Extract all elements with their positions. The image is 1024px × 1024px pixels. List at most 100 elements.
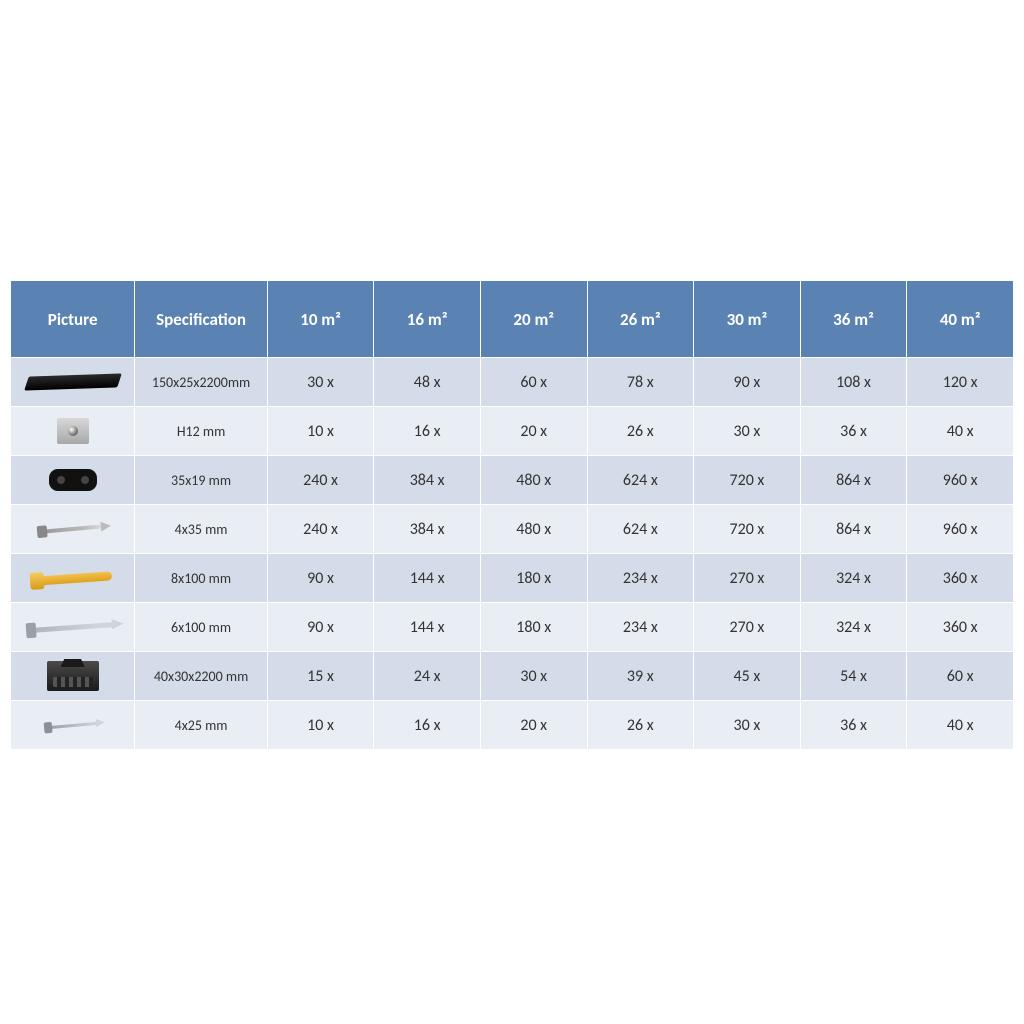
- value-cell: 234 x: [587, 554, 694, 603]
- table-row: 35x19 mm240 x384 x480 x624 x720 x864 x96…: [11, 456, 1014, 505]
- value-cell: 45 x: [694, 652, 801, 701]
- spec-cell: 35x19 mm: [135, 456, 267, 505]
- value-cell: 864 x: [800, 505, 907, 554]
- col-36m2: 36 m²: [800, 281, 907, 358]
- table-row: 40x30x2200 mm15 x24 x30 x39 x45 x54 x60 …: [11, 652, 1014, 701]
- value-cell: 48 x: [374, 358, 481, 407]
- table-row: 150x25x2200mm30 x48 x60 x78 x90 x108 x12…: [11, 358, 1014, 407]
- picture-cell: [11, 358, 135, 407]
- spec-table: Picture Specification 10 m² 16 m² 20 m² …: [10, 280, 1014, 750]
- col-16m2: 16 m²: [374, 281, 481, 358]
- picture-cell: [11, 701, 135, 750]
- value-cell: 234 x: [587, 603, 694, 652]
- value-cell: 240 x: [267, 505, 374, 554]
- spec-cell: 150x25x2200mm: [135, 358, 267, 407]
- value-cell: 270 x: [694, 603, 801, 652]
- clip-icon: [11, 407, 134, 455]
- value-cell: 960 x: [907, 505, 1014, 554]
- value-cell: 480 x: [480, 505, 587, 554]
- value-cell: 180 x: [480, 603, 587, 652]
- value-cell: 180 x: [480, 554, 587, 603]
- value-cell: 360 x: [907, 554, 1014, 603]
- spec-cell: 40x30x2200 mm: [135, 652, 267, 701]
- value-cell: 480 x: [480, 456, 587, 505]
- value-cell: 720 x: [694, 505, 801, 554]
- col-spec: Specification: [135, 281, 267, 358]
- value-cell: 16 x: [374, 407, 481, 456]
- value-cell: 270 x: [694, 554, 801, 603]
- plug-icon: [11, 554, 134, 602]
- value-cell: 36 x: [800, 701, 907, 750]
- value-cell: 39 x: [587, 652, 694, 701]
- page-wrap: Picture Specification 10 m² 16 m² 20 m² …: [0, 0, 1024, 1024]
- value-cell: 144 x: [374, 603, 481, 652]
- value-cell: 30 x: [480, 652, 587, 701]
- value-cell: 108 x: [800, 358, 907, 407]
- table-row: 4x25 mm10 x16 x20 x26 x30 x36 x40 x: [11, 701, 1014, 750]
- value-cell: 384 x: [374, 456, 481, 505]
- plank-icon: [11, 358, 134, 406]
- col-40m2: 40 m²: [907, 281, 1014, 358]
- spacer-icon: [11, 456, 134, 504]
- value-cell: 144 x: [374, 554, 481, 603]
- value-cell: 16 x: [374, 701, 481, 750]
- value-cell: 24 x: [374, 652, 481, 701]
- nail-icon: [11, 603, 134, 651]
- value-cell: 26 x: [587, 701, 694, 750]
- value-cell: 90 x: [694, 358, 801, 407]
- value-cell: 624 x: [587, 456, 694, 505]
- spec-cell: H12 mm: [135, 407, 267, 456]
- value-cell: 40 x: [907, 701, 1014, 750]
- col-26m2: 26 m²: [587, 281, 694, 358]
- value-cell: 360 x: [907, 603, 1014, 652]
- value-cell: 60 x: [907, 652, 1014, 701]
- value-cell: 720 x: [694, 456, 801, 505]
- table-body: 150x25x2200mm30 x48 x60 x78 x90 x108 x12…: [11, 358, 1014, 750]
- value-cell: 30 x: [694, 701, 801, 750]
- spec-cell: 4x25 mm: [135, 701, 267, 750]
- spec-cell: 8x100 mm: [135, 554, 267, 603]
- value-cell: 36 x: [800, 407, 907, 456]
- table-row: H12 mm10 x16 x20 x26 x30 x36 x40 x: [11, 407, 1014, 456]
- picture-cell: [11, 505, 135, 554]
- screw-short-icon: [11, 505, 134, 553]
- col-10m2: 10 m²: [267, 281, 374, 358]
- value-cell: 60 x: [480, 358, 587, 407]
- table-row: 6x100 mm90 x144 x180 x234 x270 x324 x360…: [11, 603, 1014, 652]
- value-cell: 20 x: [480, 701, 587, 750]
- screw-tiny-icon: [11, 701, 134, 749]
- joist-icon: [11, 652, 134, 700]
- value-cell: 10 x: [267, 407, 374, 456]
- value-cell: 30 x: [267, 358, 374, 407]
- value-cell: 960 x: [907, 456, 1014, 505]
- picture-cell: [11, 407, 135, 456]
- value-cell: 30 x: [694, 407, 801, 456]
- picture-cell: [11, 554, 135, 603]
- value-cell: 40 x: [907, 407, 1014, 456]
- col-30m2: 30 m²: [694, 281, 801, 358]
- picture-cell: [11, 652, 135, 701]
- value-cell: 624 x: [587, 505, 694, 554]
- value-cell: 90 x: [267, 603, 374, 652]
- value-cell: 324 x: [800, 603, 907, 652]
- value-cell: 54 x: [800, 652, 907, 701]
- picture-cell: [11, 456, 135, 505]
- value-cell: 90 x: [267, 554, 374, 603]
- value-cell: 864 x: [800, 456, 907, 505]
- spec-cell: 6x100 mm: [135, 603, 267, 652]
- value-cell: 324 x: [800, 554, 907, 603]
- value-cell: 384 x: [374, 505, 481, 554]
- table-row: 8x100 mm90 x144 x180 x234 x270 x324 x360…: [11, 554, 1014, 603]
- value-cell: 15 x: [267, 652, 374, 701]
- spec-cell: 4x35 mm: [135, 505, 267, 554]
- table-row: 4x35 mm240 x384 x480 x624 x720 x864 x960…: [11, 505, 1014, 554]
- col-picture: Picture: [11, 281, 135, 358]
- value-cell: 78 x: [587, 358, 694, 407]
- value-cell: 26 x: [587, 407, 694, 456]
- value-cell: 120 x: [907, 358, 1014, 407]
- picture-cell: [11, 603, 135, 652]
- col-20m2: 20 m²: [480, 281, 587, 358]
- table-header-row: Picture Specification 10 m² 16 m² 20 m² …: [11, 281, 1014, 358]
- value-cell: 240 x: [267, 456, 374, 505]
- value-cell: 10 x: [267, 701, 374, 750]
